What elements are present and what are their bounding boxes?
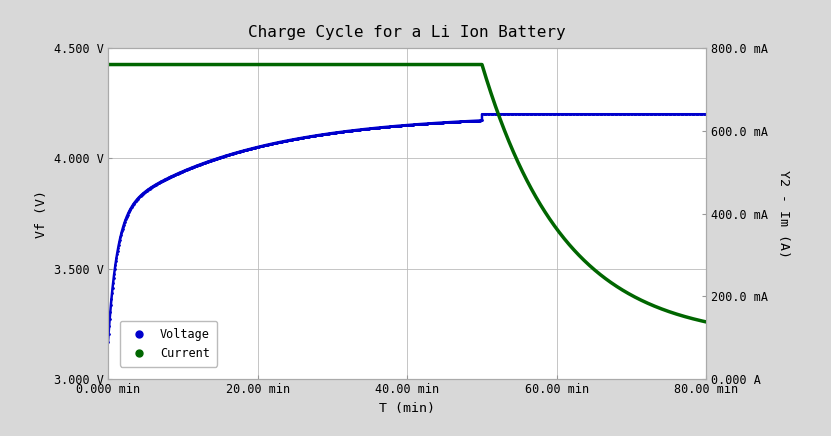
Current <box>493 110 503 115</box>
Voltage <box>539 112 549 117</box>
Voltage <box>477 112 487 117</box>
Current <box>103 62 113 67</box>
X-axis label: T (min): T (min) <box>379 402 435 415</box>
Legend: Voltage, Current: Voltage, Current <box>120 321 217 367</box>
Current <box>701 319 711 324</box>
Voltage <box>112 249 122 254</box>
Voltage <box>103 339 113 344</box>
Current <box>284 62 294 67</box>
Current <box>364 62 374 67</box>
Title: Charge Cycle for a Li Ion Battery: Charge Cycle for a Li Ion Battery <box>248 25 566 40</box>
Voltage <box>364 126 374 131</box>
Y-axis label: Vf (V): Vf (V) <box>36 190 48 238</box>
Current <box>538 207 548 212</box>
Voltage <box>493 112 503 117</box>
Current <box>112 62 122 67</box>
Line: Current: Current <box>108 65 706 322</box>
Voltage <box>284 137 294 143</box>
Voltage <box>701 112 711 117</box>
Line: Voltage: Voltage <box>106 113 708 343</box>
Y-axis label: Y2 - Im (A): Y2 - Im (A) <box>777 170 789 258</box>
Voltage <box>582 112 592 117</box>
Current <box>581 259 591 265</box>
